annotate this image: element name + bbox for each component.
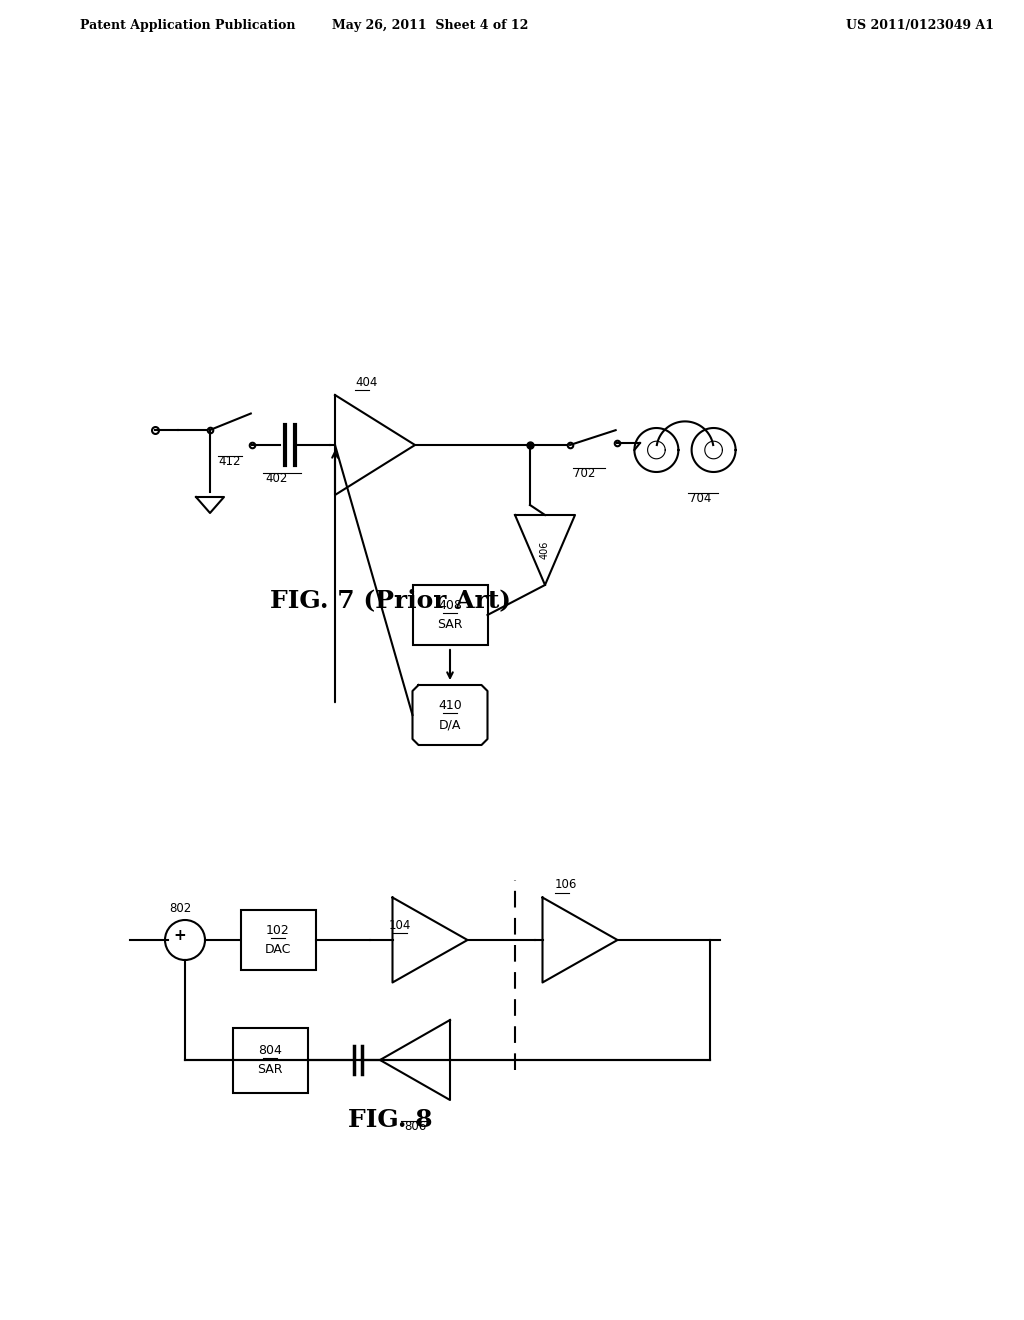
Bar	[413, 585, 487, 645]
Text: FIG. 7 (Prior Art): FIG. 7 (Prior Art)	[269, 587, 511, 612]
Text: 804: 804	[258, 1044, 282, 1057]
Text: 802: 802	[169, 902, 191, 915]
Text: FIG. 8: FIG. 8	[348, 1107, 432, 1133]
Text: 702: 702	[573, 467, 595, 480]
Text: 406: 406	[540, 541, 550, 560]
Text: 404: 404	[355, 376, 378, 389]
Text: May 26, 2011  Sheet 4 of 12: May 26, 2011 Sheet 4 of 12	[332, 18, 528, 32]
Text: DAC: DAC	[265, 942, 291, 956]
Text: 408: 408	[438, 599, 462, 612]
Text: 104: 104	[389, 919, 412, 932]
Text: Patent Application Publication: Patent Application Publication	[80, 18, 296, 32]
Text: +: +	[174, 928, 186, 944]
Text: 402: 402	[266, 473, 288, 484]
Text: 806: 806	[403, 1119, 426, 1133]
Text: 704: 704	[689, 492, 712, 506]
Text: US 2011/0123049 A1: US 2011/0123049 A1	[846, 18, 994, 32]
Polygon shape	[335, 395, 415, 495]
Polygon shape	[413, 685, 487, 744]
Polygon shape	[515, 515, 575, 585]
Polygon shape	[392, 898, 468, 982]
Text: D/A: D/A	[439, 718, 461, 731]
Bar	[232, 1027, 307, 1093]
Text: SAR: SAR	[437, 618, 463, 631]
Text: 106: 106	[555, 879, 578, 891]
Bar	[241, 909, 315, 970]
Text: 410: 410	[438, 700, 462, 711]
Text: SAR: SAR	[257, 1063, 283, 1076]
Polygon shape	[380, 1020, 450, 1100]
Text: 412: 412	[218, 455, 241, 469]
Text: 102: 102	[266, 924, 290, 937]
Polygon shape	[543, 898, 617, 982]
